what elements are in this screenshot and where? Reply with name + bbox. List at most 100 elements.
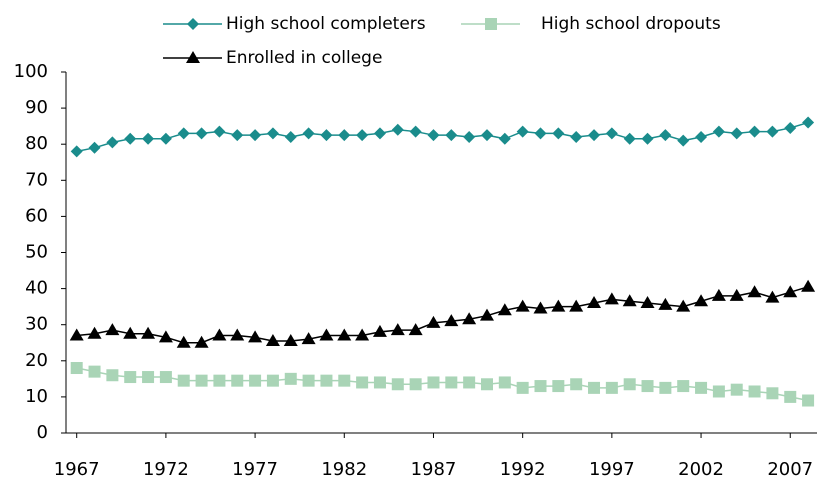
marker [106, 136, 119, 149]
marker [551, 299, 566, 312]
marker [801, 279, 816, 292]
marker [356, 129, 369, 142]
y-tick-label: 90 [25, 97, 48, 118]
legend-marker [186, 51, 200, 63]
marker [730, 383, 743, 396]
marker [372, 324, 387, 337]
marker [712, 385, 725, 398]
marker [337, 328, 352, 341]
marker [588, 381, 601, 394]
marker [533, 301, 548, 314]
legend: High school completers High school dropou… [163, 14, 721, 68]
marker [444, 314, 459, 327]
y-tick-label: 10 [25, 386, 48, 407]
marker [195, 374, 208, 387]
marker [569, 299, 584, 312]
marker [159, 371, 172, 384]
marker [641, 380, 654, 393]
marker [497, 303, 512, 316]
marker [213, 374, 226, 387]
marker [695, 381, 708, 394]
x-tick-label: 1982 [321, 459, 367, 480]
marker [177, 127, 190, 140]
marker [302, 374, 315, 387]
series-line [76, 286, 809, 344]
marker [124, 371, 137, 384]
marker [658, 297, 673, 310]
marker [552, 127, 565, 140]
marker [284, 372, 297, 385]
marker [784, 390, 797, 403]
marker [480, 378, 493, 391]
marker [659, 381, 672, 394]
marker [711, 288, 726, 301]
marker [588, 129, 601, 142]
marker [747, 285, 762, 298]
marker [765, 290, 780, 303]
marker [516, 381, 529, 394]
marker [249, 374, 262, 387]
marker [141, 326, 156, 339]
marker [676, 299, 691, 312]
marker [319, 328, 334, 341]
marker [391, 378, 404, 391]
marker [766, 125, 779, 138]
marker [159, 132, 172, 145]
marker [283, 333, 298, 346]
marker [445, 376, 458, 389]
legend-label: High school completers [226, 14, 426, 34]
marker [87, 326, 102, 339]
marker [534, 127, 547, 140]
y-tick-label: 80 [25, 133, 48, 154]
legend-marker [187, 18, 199, 30]
marker [284, 130, 297, 143]
marker [695, 130, 708, 143]
marker [587, 296, 602, 309]
marker [622, 294, 637, 307]
marker [604, 292, 619, 305]
marker [212, 328, 227, 341]
marker [623, 132, 636, 145]
marker [69, 328, 84, 341]
marker [373, 127, 386, 140]
marker [426, 315, 441, 328]
marker [70, 362, 83, 375]
y-tick-label: 40 [25, 278, 48, 299]
marker [498, 132, 511, 145]
marker [106, 369, 119, 382]
marker [265, 333, 280, 346]
marker [516, 125, 529, 138]
marker [391, 123, 404, 136]
marker [498, 376, 511, 389]
marker [124, 132, 137, 145]
marker [373, 376, 386, 389]
marker [231, 374, 244, 387]
marker [230, 328, 245, 341]
x-tick-label: 2007 [767, 459, 813, 480]
marker [266, 127, 279, 140]
marker [320, 129, 333, 142]
marker [729, 288, 744, 301]
marker [802, 116, 815, 129]
marker [249, 129, 262, 142]
marker [641, 132, 654, 145]
marker [427, 129, 440, 142]
x-tick-label: 1972 [143, 459, 189, 480]
marker [748, 125, 761, 138]
marker [463, 376, 476, 389]
y-tick-label: 0 [37, 422, 48, 443]
y-tick-label: 60 [25, 205, 48, 226]
marker [88, 365, 101, 378]
marker [70, 145, 83, 158]
marker [640, 296, 655, 309]
marker [677, 380, 690, 393]
marker [213, 125, 226, 138]
marker [766, 387, 779, 400]
marker [623, 378, 636, 391]
y-tick-label: 20 [25, 350, 48, 371]
marker [194, 335, 209, 348]
marker [390, 323, 405, 336]
marker [712, 125, 725, 138]
marker [480, 129, 493, 142]
